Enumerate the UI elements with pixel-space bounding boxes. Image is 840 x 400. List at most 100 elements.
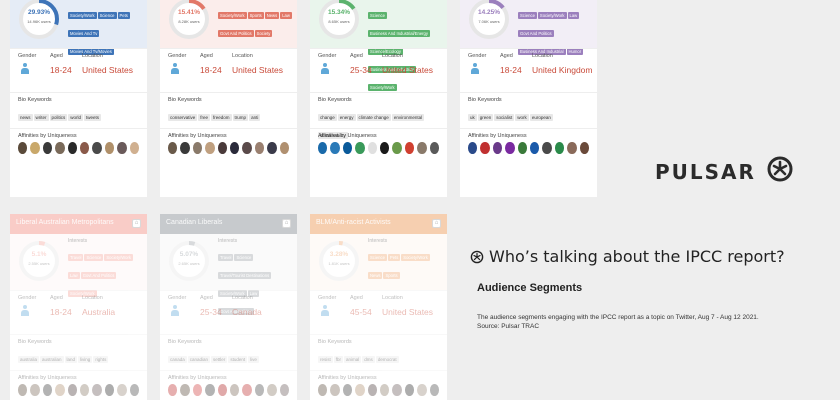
interest-tag[interactable]: Society/Work (68, 12, 97, 19)
interest-tag[interactable]: Pets (117, 12, 130, 19)
avatar[interactable] (104, 142, 115, 154)
interest-tag[interactable]: Law (247, 290, 260, 297)
interest-tag[interactable]: Law (280, 12, 292, 19)
avatar[interactable] (567, 142, 577, 154)
interest-tag[interactable]: Travel/Tourist Destinations (218, 272, 272, 279)
interest-tag[interactable]: Travel (68, 254, 84, 261)
interest-tag[interactable]: Sports (383, 272, 400, 279)
interest-tag[interactable]: Society/Work (218, 290, 247, 297)
avatar[interactable] (92, 384, 102, 396)
avatar[interactable] (129, 142, 140, 154)
lock-icon[interactable]: ⌂ (282, 219, 291, 228)
interest-tag[interactable]: Society/Work (68, 290, 97, 297)
avatar[interactable] (30, 142, 40, 154)
avatar[interactable] (355, 384, 365, 396)
avatar[interactable] (279, 142, 290, 154)
keyword-chip[interactable]: politics (49, 114, 68, 121)
avatar[interactable] (404, 142, 415, 154)
interest-tag[interactable]: Science (97, 12, 117, 19)
avatar[interactable] (267, 384, 277, 396)
interest-tag[interactable]: Business And Industrial/Energy (368, 30, 430, 37)
avatar[interactable] (279, 384, 290, 396)
keyword-chip[interactable]: energy (337, 114, 356, 121)
keyword-chip[interactable]: world (68, 114, 84, 121)
avatar[interactable] (380, 142, 390, 154)
segment-card[interactable]: 15.41% 8.28K users Interests Society/Wor… (160, 0, 297, 197)
avatar[interactable] (404, 384, 415, 396)
keyword-chip[interactable]: climate change (356, 114, 391, 121)
keyword-chip[interactable]: live (248, 356, 259, 363)
segment-card[interactable]: Liberal Australian Metropolitans ⌂ 5.1% … (10, 214, 147, 400)
interest-tag[interactable]: Sports (247, 12, 264, 19)
interest-tag[interactable]: Science (518, 12, 537, 19)
avatar[interactable] (42, 384, 53, 396)
segment-card[interactable]: 14.25% 7.06K users Interests ScienceSoci… (460, 0, 597, 197)
avatar[interactable] (67, 142, 78, 154)
keyword-chip[interactable]: fbr (333, 356, 344, 363)
interest-tag[interactable]: Movies And Tv (68, 30, 100, 37)
interest-tag[interactable]: Science (368, 12, 387, 19)
avatar[interactable] (318, 384, 328, 396)
interest-tag[interactable]: Law (68, 272, 80, 279)
segment-card[interactable]: 15.34% 8.65K users Interests Science Busi… (310, 0, 447, 197)
avatar[interactable] (18, 384, 28, 396)
avatar[interactable] (242, 142, 252, 154)
interest-tag[interactable]: Society/Work (401, 254, 430, 261)
avatar[interactable] (180, 384, 190, 396)
keyword-chip[interactable]: green (477, 114, 494, 121)
interest-tag[interactable]: Business And Industrial (518, 48, 566, 55)
segment-card[interactable]: BLM/Anti-racist Activists ⌂ 3.28% 1.81K … (310, 214, 447, 400)
avatar[interactable] (392, 384, 402, 396)
avatar[interactable] (342, 384, 353, 396)
keyword-chip[interactable]: democrat (375, 356, 399, 363)
interest-tag[interactable]: Science/Ecology (368, 48, 403, 55)
avatar[interactable] (267, 142, 277, 154)
avatar[interactable] (367, 384, 378, 396)
avatar[interactable] (505, 142, 515, 154)
keyword-chip[interactable]: european (529, 114, 553, 121)
avatar[interactable] (67, 384, 78, 396)
avatar[interactable] (18, 142, 28, 154)
avatar[interactable] (168, 142, 178, 154)
keyword-chip[interactable]: news (18, 114, 33, 121)
avatar[interactable] (380, 384, 390, 396)
keyword-chip[interactable]: tweets (84, 114, 102, 121)
interest-tag[interactable]: Humor (566, 48, 584, 55)
interest-tag[interactable]: Society/Work (104, 254, 133, 261)
interest-tag[interactable]: News (368, 272, 383, 279)
keyword-chip[interactable]: sustainability (318, 132, 348, 139)
interest-tag[interactable]: Govt And Politics (218, 30, 254, 37)
avatar[interactable] (429, 142, 440, 154)
avatar[interactable] (55, 384, 65, 396)
avatar[interactable] (80, 384, 90, 396)
interest-tag[interactable]: Movies And Tv/Movies (68, 48, 114, 55)
interest-tag[interactable]: Science (234, 254, 254, 261)
avatar[interactable] (192, 142, 203, 154)
avatar[interactable] (180, 142, 190, 154)
avatar[interactable] (429, 384, 440, 396)
avatar[interactable] (92, 142, 102, 154)
keyword-chip[interactable]: dms (362, 356, 375, 363)
keyword-chip[interactable]: change (318, 114, 337, 121)
interest-tag[interactable]: Science (84, 254, 104, 261)
avatar[interactable] (367, 142, 378, 154)
interest-tag[interactable]: Pets (387, 254, 401, 261)
keyword-chip[interactable]: writer (33, 114, 49, 121)
avatar[interactable] (492, 142, 503, 154)
avatar[interactable] (530, 142, 540, 154)
keyword-chip[interactable]: resist (318, 356, 333, 363)
keyword-chip[interactable]: trump (232, 114, 249, 121)
avatar[interactable] (104, 384, 115, 396)
avatar[interactable] (542, 142, 552, 154)
avatar[interactable] (117, 384, 127, 396)
keyword-chip[interactable]: uk (468, 114, 477, 121)
keyword-chip[interactable]: living (78, 356, 93, 363)
interest-tag[interactable]: Science (368, 254, 387, 261)
interest-tag[interactable]: Society/Work (218, 12, 247, 19)
avatar[interactable] (554, 142, 565, 154)
avatar[interactable] (192, 384, 203, 396)
avatar[interactable] (168, 384, 178, 396)
lock-icon[interactable]: ⌂ (432, 219, 441, 228)
keyword-chip[interactable]: settler (211, 356, 228, 363)
avatar[interactable] (254, 384, 265, 396)
